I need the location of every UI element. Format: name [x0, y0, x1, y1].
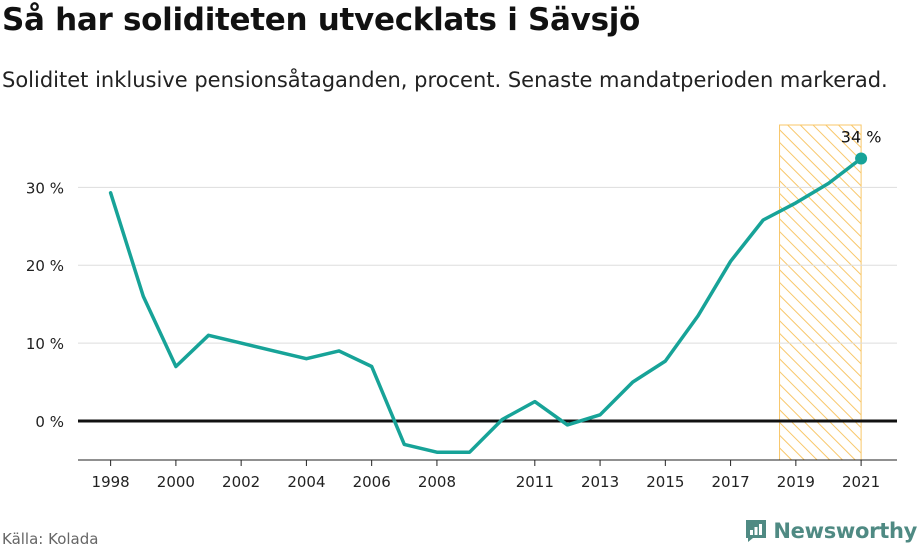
- mandate-period-highlight: [779, 124, 862, 461]
- end-point-marker: [855, 152, 868, 165]
- newsworthy-logo-icon: [746, 520, 767, 542]
- x-tick-label: 2004: [287, 473, 325, 491]
- x-tick-label: 2021: [842, 473, 880, 491]
- x-tick-label: 2000: [157, 473, 195, 491]
- x-tick-label: 2015: [646, 473, 684, 491]
- x-tick-label: 2019: [777, 473, 815, 491]
- x-tick-label: 2008: [418, 473, 456, 491]
- x-tick-label: 2017: [711, 473, 749, 491]
- y-tick-label: 20 %: [26, 257, 64, 275]
- brand-name: Newsworthy: [773, 519, 917, 543]
- y-tick-label: 0 %: [35, 413, 64, 431]
- x-tick-label: 2002: [222, 473, 260, 491]
- chart-title: Så har soliditeten utvecklats i Sävsjö: [2, 2, 641, 38]
- x-tick-label: 2013: [581, 473, 619, 491]
- y-tick-label: 10 %: [26, 335, 64, 353]
- chart-subtitle: Soliditet inklusive pensionsåtaganden, p…: [2, 68, 888, 92]
- end-value-label: 34 %: [841, 128, 882, 147]
- source-note: Källa: Kolada: [2, 530, 99, 548]
- y-tick-label: 30 %: [26, 179, 64, 197]
- brand-logo: Newsworthy: [745, 519, 917, 543]
- x-tick-label: 2011: [516, 473, 554, 491]
- series-line: [108, 156, 863, 454]
- x-tick-label: 1998: [92, 473, 130, 491]
- x-tick-label: 2006: [353, 473, 391, 491]
